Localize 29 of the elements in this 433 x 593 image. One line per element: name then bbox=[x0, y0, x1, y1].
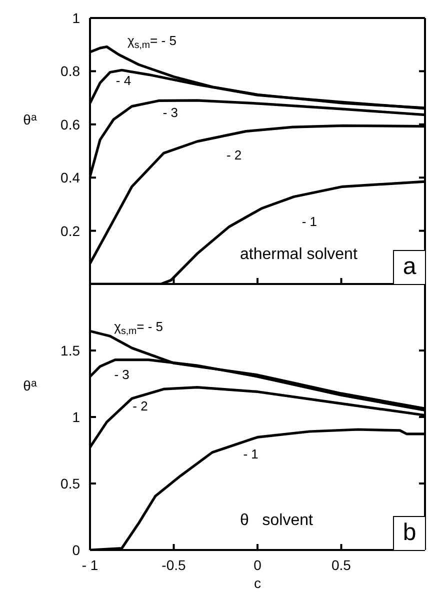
panel-letter-box: b bbox=[393, 516, 425, 550]
y-tick-label: 0.8 bbox=[60, 63, 80, 80]
series-label: - 4 bbox=[116, 73, 132, 88]
y-tick-label: 0.2 bbox=[60, 222, 80, 239]
series-label: - 3 bbox=[114, 367, 130, 382]
y-tick-label: 0.4 bbox=[60, 170, 80, 186]
series-label: χ$_{s,m}$= - 5 bbox=[128, 33, 176, 51]
y-axis-title: θ$^{a}$ bbox=[23, 377, 37, 394]
y-tick-label: 1 bbox=[72, 10, 80, 26]
x-tick-label: - 1 bbox=[82, 556, 98, 573]
series-label: χ$_{s,m}$= - 5 bbox=[114, 319, 164, 336]
y-tick-label: 1 bbox=[72, 408, 80, 425]
x-tick-label: 0 bbox=[254, 556, 262, 573]
annotation: athermal solvent bbox=[240, 246, 358, 264]
series-label: - 2 bbox=[132, 399, 148, 414]
x-axis-title: c bbox=[254, 575, 261, 591]
y-tick-label: 0.5 bbox=[60, 475, 80, 492]
y-tick-label: 0.6 bbox=[60, 116, 80, 132]
y-tick-label: 1.5 bbox=[60, 342, 80, 358]
x-tick-label: -0.5 bbox=[162, 556, 186, 573]
x-tick-label: 0.5 bbox=[332, 556, 352, 573]
y-axis-title: θ$^{a}$ bbox=[23, 111, 37, 128]
annotation: θ solvent bbox=[240, 512, 313, 530]
series-label: - 1 bbox=[302, 214, 318, 230]
series-label: - 3 bbox=[162, 105, 178, 120]
panel-letter-box: a bbox=[393, 250, 425, 284]
series-label: - 1 bbox=[243, 447, 258, 462]
series-label: - 2 bbox=[226, 148, 242, 163]
y-tick-label: 0 bbox=[72, 542, 80, 558]
